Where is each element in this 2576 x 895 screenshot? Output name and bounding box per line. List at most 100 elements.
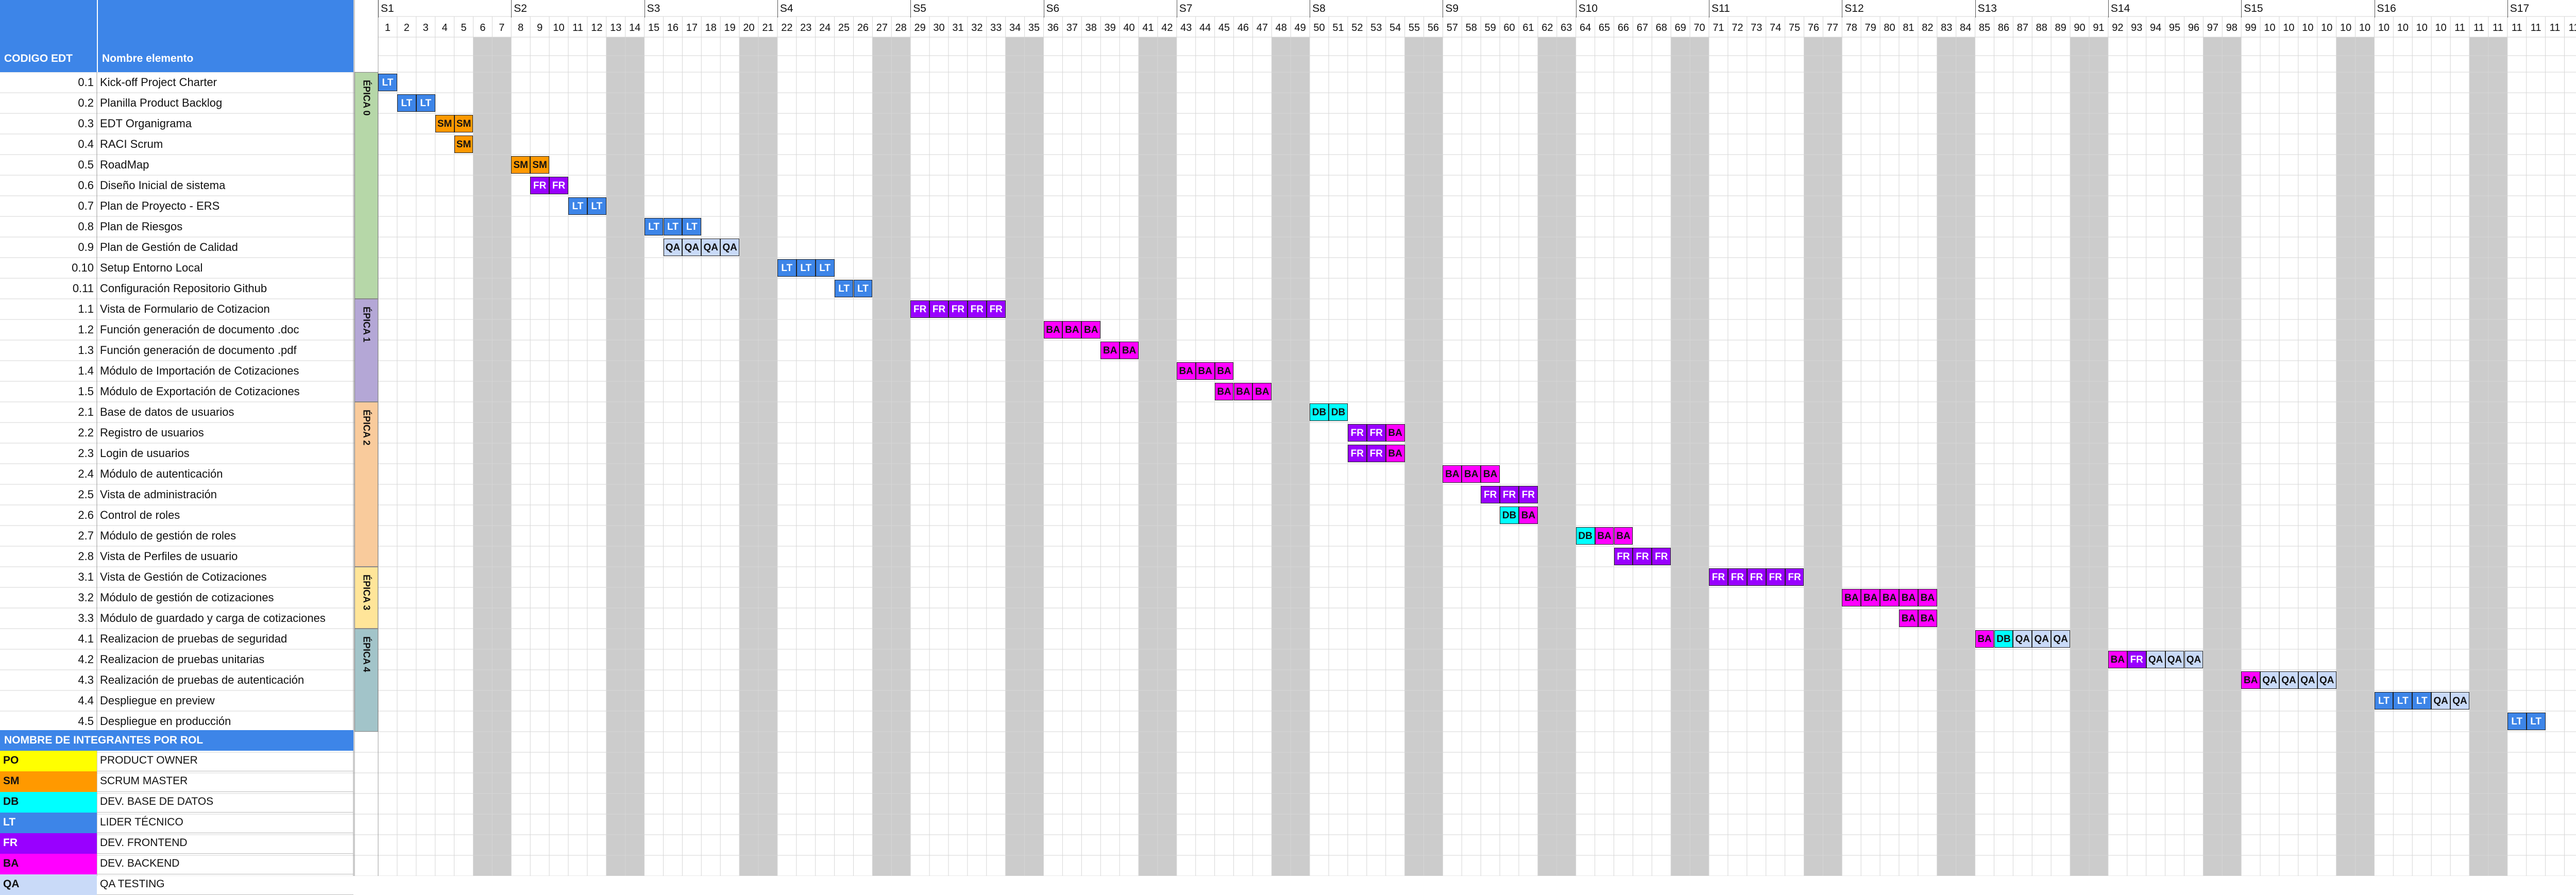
task-bar-ba[interactable]: BA <box>1918 589 1937 606</box>
day-label[interactable]: 65 <box>1595 19 1614 37</box>
day-label[interactable]: 74 <box>1766 19 1785 37</box>
week-label-S11[interactable]: S11 <box>1709 0 1842 18</box>
day-label[interactable]: 10 <box>2336 19 2355 37</box>
task-bar-ba[interactable]: BA <box>1880 589 1899 606</box>
day-label[interactable]: 99 <box>2241 19 2260 37</box>
day-label[interactable]: 82 <box>1918 19 1937 37</box>
day-label[interactable]: 75 <box>1785 19 1804 37</box>
day-label[interactable]: 12 <box>587 19 606 37</box>
day-label[interactable]: 84 <box>1956 19 1975 37</box>
task-code-0.4[interactable]: 0.4 <box>0 134 97 155</box>
task-bar-lt[interactable]: LT <box>645 218 664 235</box>
task-name[interactable]: Login de usuarios <box>97 443 353 464</box>
task-name[interactable]: Módulo de gestión de cotizaciones <box>97 587 353 608</box>
task-bar-ba[interactable]: BA <box>1100 342 1120 359</box>
task-bar-ba[interactable]: BA <box>1918 610 1937 627</box>
task-name[interactable]: Función generación de documento .pdf <box>97 340 353 361</box>
day-label[interactable]: 88 <box>2032 19 2051 37</box>
day-label[interactable]: 62 <box>1538 19 1557 37</box>
task-code-2.4[interactable]: 2.4 <box>0 464 97 484</box>
day-label[interactable]: 59 <box>1481 19 1500 37</box>
day-label[interactable]: 38 <box>1081 19 1100 37</box>
task-code-0.1[interactable]: 0.1 <box>0 72 97 93</box>
role-name-db[interactable]: DEV. BASE DE DATOS <box>97 792 353 813</box>
task-name[interactable]: EDT Organigrama <box>97 113 353 134</box>
day-label[interactable]: 23 <box>796 19 816 37</box>
day-label[interactable]: 10 <box>2260 19 2279 37</box>
task-name[interactable]: Registro de usuarios <box>97 423 353 443</box>
day-label[interactable]: 54 <box>1386 19 1405 37</box>
task-name[interactable]: Kick-off Project Charter <box>97 72 353 93</box>
day-label[interactable]: 25 <box>835 19 854 37</box>
role-code-fr[interactable]: FR <box>0 833 97 854</box>
task-bar-lt[interactable]: LT <box>397 94 416 112</box>
task-bar-qa[interactable]: QA <box>2032 630 2051 648</box>
day-label[interactable]: 92 <box>2108 19 2127 37</box>
epic-band-4[interactable]: ÉPICA 4 <box>354 629 378 732</box>
day-label[interactable]: 79 <box>1861 19 1880 37</box>
day-label[interactable]: 9 <box>530 19 549 37</box>
day-label[interactable]: 17 <box>682 19 701 37</box>
day-label[interactable]: 10 <box>2412 19 2431 37</box>
task-name[interactable]: Vista de Perfiles de usuario <box>97 546 353 567</box>
role-name-lt[interactable]: LIDER TÉCNICO <box>97 813 353 833</box>
day-label[interactable]: 95 <box>2165 19 2184 37</box>
task-name[interactable]: Realizacion de pruebas unitarias <box>97 649 353 670</box>
week-label-S13[interactable]: S13 <box>1975 0 2108 18</box>
day-label[interactable]: 91 <box>2089 19 2108 37</box>
task-name[interactable]: Vista de Gestión de Cotizaciones <box>97 567 353 587</box>
task-bar-lt[interactable]: LT <box>682 218 701 235</box>
day-label[interactable]: 90 <box>2070 19 2089 37</box>
day-label[interactable]: 22 <box>777 19 796 37</box>
task-bar-fr[interactable]: FR <box>2127 651 2146 668</box>
week-label-S2[interactable]: S2 <box>511 0 644 18</box>
day-label[interactable]: 11 <box>2546 19 2565 37</box>
task-code-4.3[interactable]: 4.3 <box>0 670 97 690</box>
task-bar-qa[interactable]: QA <box>2013 630 2032 648</box>
task-bar-fr[interactable]: FR <box>1709 568 1728 586</box>
header-code-edt[interactable]: CODIGO EDT <box>0 0 97 72</box>
task-bar-ba[interactable]: BA <box>1215 383 1234 400</box>
task-bar-qa[interactable]: QA <box>701 239 720 256</box>
task-bar-ba[interactable]: BA <box>1196 362 1215 380</box>
task-code-1.3[interactable]: 1.3 <box>0 340 97 361</box>
task-bar-lt[interactable]: LT <box>378 74 397 91</box>
task-code-1.2[interactable]: 1.2 <box>0 319 97 340</box>
day-label[interactable]: 51 <box>1329 19 1348 37</box>
task-code-3.3[interactable]: 3.3 <box>0 608 97 629</box>
day-label[interactable]: 93 <box>2127 19 2146 37</box>
epic-band-2[interactable]: ÉPICA 2 <box>354 402 378 567</box>
day-label[interactable]: 98 <box>2222 19 2241 37</box>
week-label-S17[interactable]: S17 <box>2507 0 2576 18</box>
task-bar-lt[interactable]: LT <box>568 197 587 215</box>
task-bar-fr[interactable]: FR <box>1481 486 1500 503</box>
task-bar-ba[interactable]: BA <box>1062 321 1081 339</box>
role-code-sm[interactable]: SM <box>0 771 97 792</box>
day-label[interactable]: 66 <box>1614 19 1633 37</box>
role-code-ba[interactable]: BA <box>0 854 97 874</box>
day-label[interactable]: 43 <box>1177 19 1196 37</box>
day-label[interactable]: 10 <box>549 19 568 37</box>
task-name[interactable]: Plan de Proyecto - ERS <box>97 196 353 216</box>
task-code-1.5[interactable]: 1.5 <box>0 381 97 402</box>
role-name-fr[interactable]: DEV. FRONTEND <box>97 833 353 854</box>
task-bar-fr[interactable]: FR <box>1785 568 1804 586</box>
week-label-S12[interactable]: S12 <box>1842 0 1975 18</box>
day-label[interactable]: 78 <box>1842 19 1861 37</box>
task-bar-fr[interactable]: FR <box>968 300 987 318</box>
role-name-qa[interactable]: QA TESTING <box>97 874 353 895</box>
task-code-3.1[interactable]: 3.1 <box>0 567 97 587</box>
day-label[interactable]: 32 <box>968 19 987 37</box>
task-bar-ba[interactable]: BA <box>1120 342 1139 359</box>
week-label-S6[interactable]: S6 <box>1044 0 1177 18</box>
day-label[interactable]: 10 <box>2393 19 2412 37</box>
day-label[interactable]: 87 <box>2013 19 2032 37</box>
day-label[interactable]: 60 <box>1500 19 1519 37</box>
day-label[interactable]: 47 <box>1252 19 1272 37</box>
day-label[interactable]: 77 <box>1823 19 1842 37</box>
task-name[interactable]: Planilla Product Backlog <box>97 93 353 113</box>
task-bar-ba[interactable]: BA <box>1861 589 1880 606</box>
task-name[interactable]: Configuración Repositorio Github <box>97 278 353 299</box>
day-label[interactable]: 7 <box>492 19 511 37</box>
task-bar-db[interactable]: DB <box>1329 403 1348 421</box>
